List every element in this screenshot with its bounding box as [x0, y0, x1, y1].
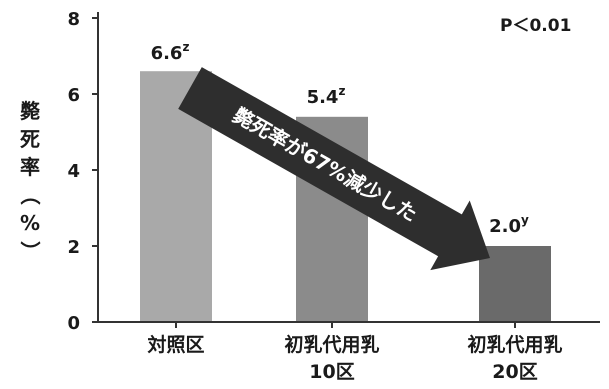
data-label: 5.4z: [307, 84, 346, 108]
x-category-label: 20区: [492, 361, 537, 383]
data-labels: 6.6z 5.4z 2.0y: [151, 40, 529, 237]
x-category-label: 初乳代用乳: [284, 333, 379, 356]
y-tick-label: 0: [67, 313, 80, 334]
y-axis-label-char: 斃: [20, 99, 40, 123]
p-value-label: P＜0.01: [500, 16, 571, 36]
y-axis-label: 斃死率 （% ）: [18, 99, 42, 261]
y-axis-label-char: 死: [20, 127, 40, 151]
y-axis-label-char: （: [18, 185, 42, 205]
x-category-label: 初乳代用乳: [467, 333, 562, 356]
bar-3: [479, 246, 551, 322]
significance-letter: z: [338, 84, 345, 98]
data-label: 2.0y: [489, 213, 529, 237]
y-tick-label: 8: [67, 9, 80, 30]
significance-letter: y: [521, 213, 529, 227]
x-category-label: 10区: [309, 361, 354, 383]
x-category-labels: 対照区 初乳代用乳 10区 初乳代用乳 20区: [146, 322, 563, 383]
y-tick-label: 2: [67, 237, 80, 258]
x-category-label: 対照区: [146, 333, 204, 356]
y-axis-label-char: %: [20, 211, 40, 235]
y-ticks: 0 2 4 6 8: [67, 9, 98, 334]
axis-layer: [97, 12, 600, 323]
y-tick-label: 4: [67, 161, 80, 182]
y-axis-label-char: ）: [18, 241, 42, 261]
data-label: 6.6z: [151, 40, 190, 64]
y-tick-label: 6: [67, 85, 80, 106]
y-axis-label-char: 率: [20, 155, 40, 179]
significance-letter: z: [182, 40, 189, 54]
reduction-arrow: [178, 67, 490, 271]
